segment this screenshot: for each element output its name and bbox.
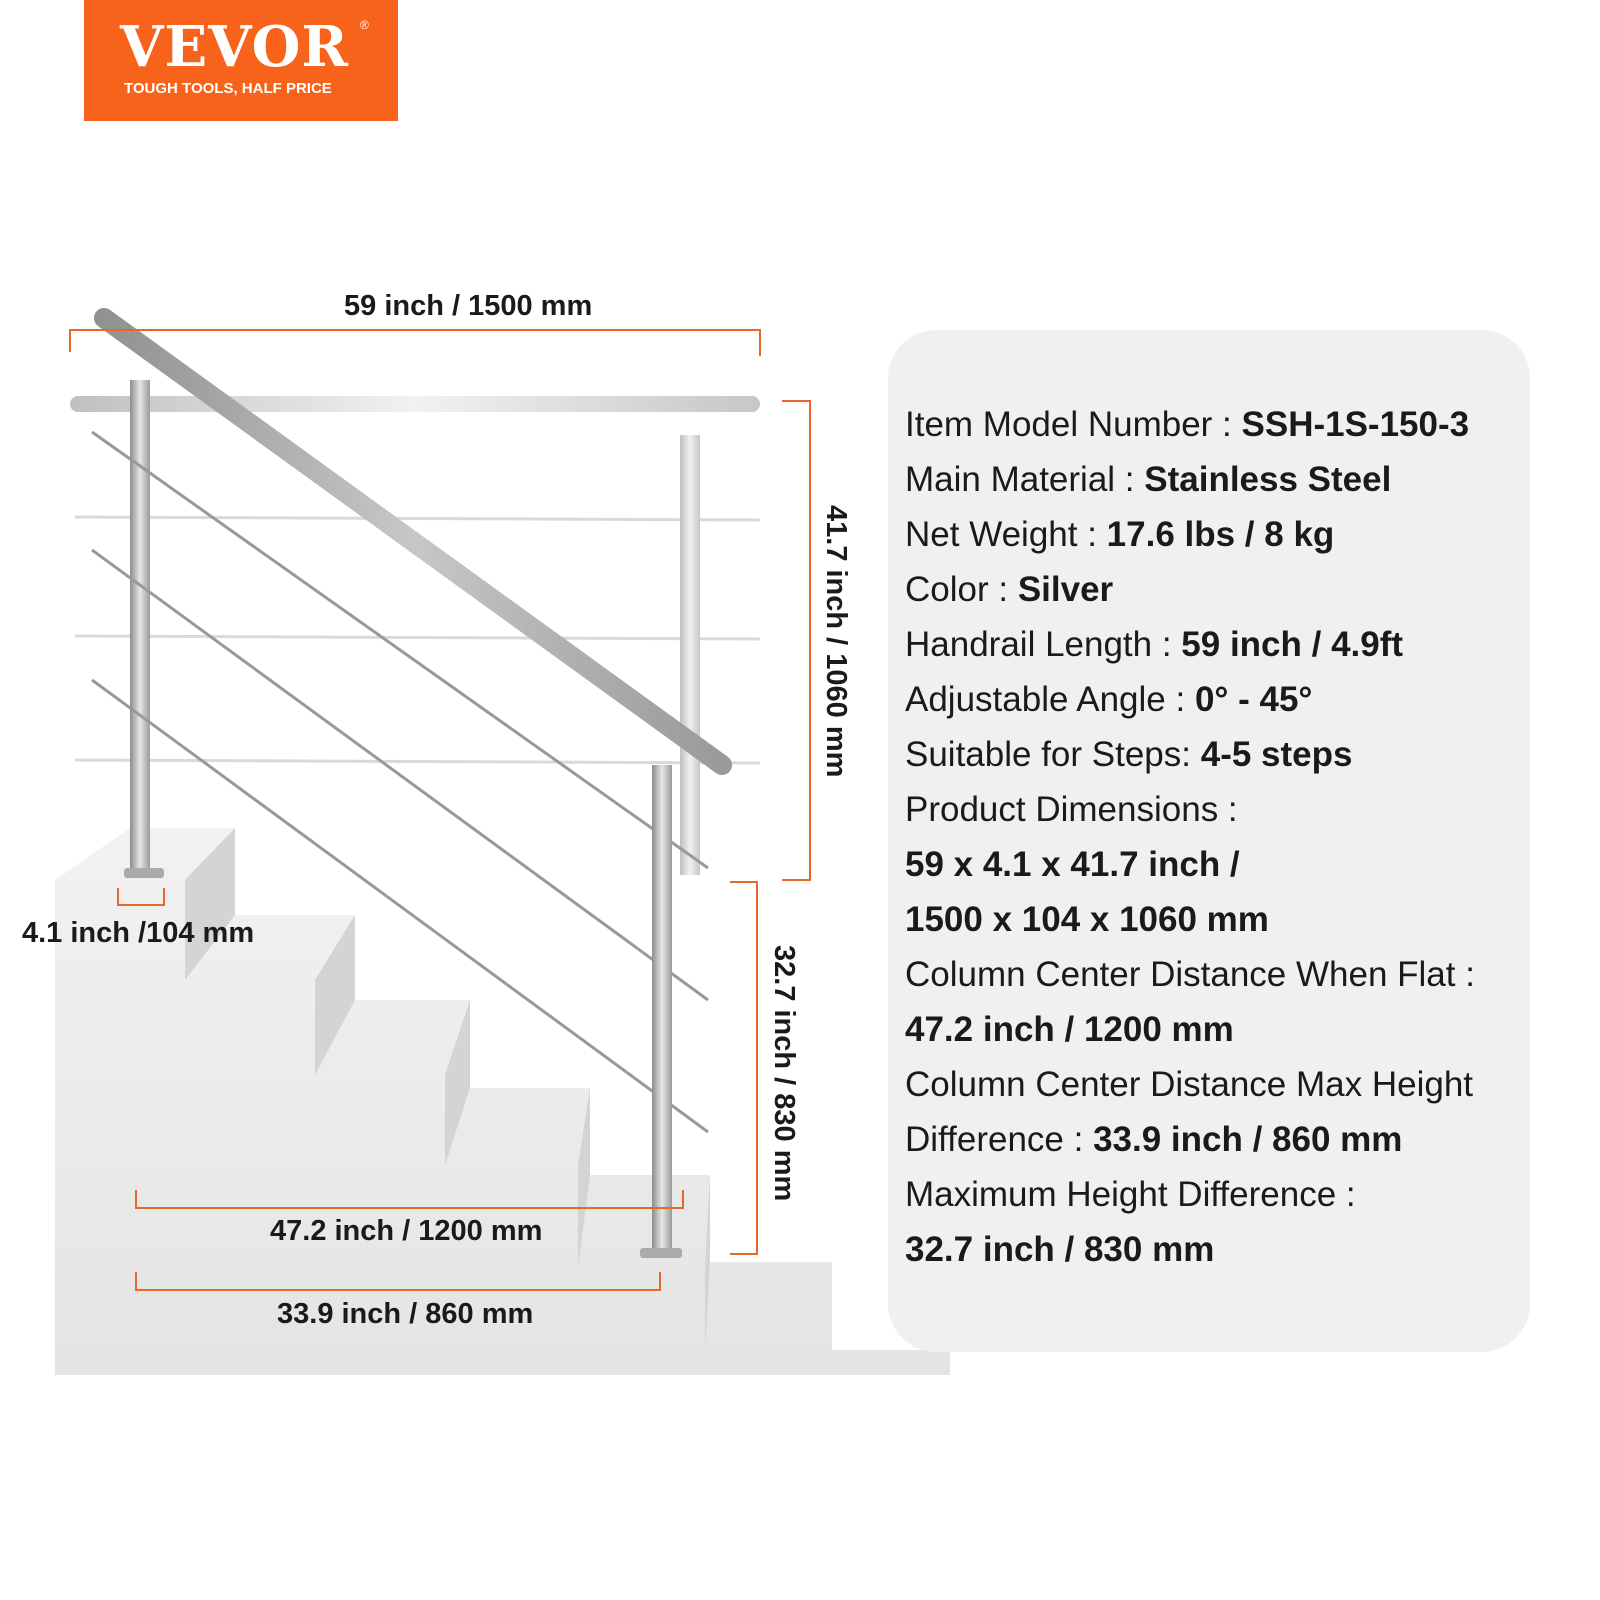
- specs-panel: [888, 330, 1530, 1352]
- spec-line: Item Model Number : SSH-1S-150-3: [905, 405, 1470, 444]
- flat-railing-ghost: [70, 396, 761, 875]
- spec-line: 47.2 inch / 1200 mm: [905, 1010, 1234, 1049]
- vevor-logo: VEVOR ® TOUGH TOOLS, HALF PRICE: [84, 0, 398, 121]
- spec-line: Product Dimensions :: [905, 790, 1238, 829]
- logo-brand: VEVOR: [120, 14, 349, 80]
- spec-line: 1500 x 104 x 1060 mm: [905, 900, 1269, 939]
- spec-line: 32.7 inch / 830 mm: [905, 1230, 1215, 1269]
- stairs: [55, 828, 950, 1375]
- spec-line: Color : Silver: [905, 570, 1114, 609]
- inclined-railing: [91, 308, 732, 1258]
- spec-line: 59 x 4.1 x 41.7 inch /: [905, 845, 1240, 884]
- spec-line: Net Weight : 17.6 lbs / 8 kg: [905, 515, 1335, 554]
- spec-line: Suitable for Steps: 4-5 steps: [905, 735, 1353, 774]
- spec-line: Handrail Length : 59 inch / 4.9ft: [905, 625, 1404, 664]
- max-height-distance-dimension: 33.9 inch / 860 mm: [277, 1298, 534, 1330]
- logo-registered: ®: [360, 18, 369, 32]
- spec-line: Main Material : Stainless Steel: [905, 460, 1392, 499]
- logo-tagline: TOUGH TOOLS, HALF PRICE: [124, 80, 332, 97]
- railing-illustration: [55, 308, 950, 1375]
- base-dimension: 4.1 inch /104 mm: [22, 917, 255, 949]
- length-dimension: 59 inch / 1500 mm: [344, 290, 593, 322]
- spec-line: Adjustable Angle : 0° - 45°: [905, 680, 1313, 719]
- height-dimension: 41.7 inch / 1060 mm: [820, 505, 852, 778]
- spec-line: Column Center Distance Max Height: [905, 1065, 1474, 1104]
- spec-line: Maximum Height Difference :: [905, 1175, 1356, 1214]
- max-height-diff-dimension: 32.7 inch / 830 mm: [768, 945, 800, 1202]
- flat-distance-dimension: 47.2 inch / 1200 mm: [270, 1215, 543, 1247]
- dimension-lines: [69, 329, 811, 1291]
- spec-line: Column Center Distance When Flat :: [905, 955, 1475, 994]
- spec-line: Difference : 33.9 inch / 860 mm: [905, 1120, 1403, 1159]
